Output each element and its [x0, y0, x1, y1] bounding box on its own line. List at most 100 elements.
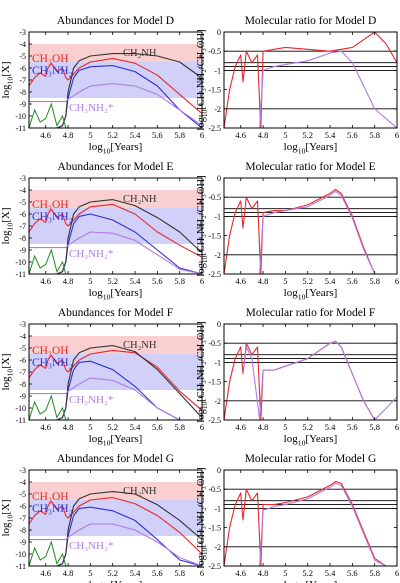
y-tick-label: -5	[19, 198, 26, 207]
species-label-ch3oh: CH₃OH	[32, 491, 69, 503]
plot-area	[224, 188, 397, 274]
y-axis-label: log10[CH₃NH₂/CH₃OH]	[196, 29, 209, 130]
chart-model-D-abundance: Abundances for Model D 4.6 4.8 5 5.2 5.4 5.6 5.…	[0, 15, 204, 155]
x-tick-label: 5	[283, 276, 287, 286]
y-tick-label: 0	[217, 174, 221, 183]
chart-title: Molecular ratio for Model E	[245, 161, 375, 173]
x-tick-label: 5.4	[130, 130, 141, 140]
species-label-ch2nh: CH₂NH	[123, 48, 157, 59]
series-line-ch2nh	[29, 53, 202, 128]
x-axis-label: log10[Years]	[89, 287, 143, 301]
x-tick-label: 5	[283, 130, 287, 140]
x-tick-label: 5.6	[347, 276, 358, 286]
x-tick-label: 4.8	[258, 568, 269, 578]
y-axis-label-sub: 10	[200, 401, 209, 409]
y-axis-label-sub: 10	[200, 547, 209, 555]
x-tick-label: 5.2	[302, 422, 313, 432]
y-tick-label: -8	[19, 380, 26, 389]
x-axis-label-part: [Years]	[305, 579, 337, 583]
y-tick-label: -2.5	[208, 124, 221, 133]
x-tick-label: 5.2	[107, 276, 118, 286]
series-line-ratio_red	[224, 188, 376, 274]
y-tick-label: -7	[19, 76, 26, 85]
chart-title: Molecular ratio for Model G	[245, 453, 377, 465]
species-label-ch3nh2_ice: CH₃NH₂*	[69, 248, 113, 260]
x-axis-label-part: [Years]	[305, 433, 337, 445]
y-tick-label: -8	[19, 88, 26, 97]
y-tick-label: -10	[15, 550, 26, 559]
x-tick-label: 5.8	[174, 276, 185, 286]
x-axis-label-part: [Years]	[110, 433, 142, 445]
y-tick-label: -1	[214, 212, 221, 221]
x-tick-label: 5.4	[325, 568, 336, 578]
chart-title: Abundances for Model G	[57, 453, 174, 465]
x-tick-label: 6	[200, 422, 204, 432]
y-axis-label-part: [CH₃NH₂/CH₃OH]	[196, 321, 207, 401]
observed-band-ch3oh	[29, 190, 202, 208]
y-axis-label: log10[CH₃NH₂/CH₃OH]	[196, 467, 209, 568]
y-axis-label: log10[CH₃NH₂/CH₃OH]	[196, 321, 209, 422]
y-tick-label: -8	[19, 234, 26, 243]
x-axis-label-part: [Years]	[305, 287, 337, 299]
y-tick-label: -9	[19, 246, 26, 255]
x-axis-label: log10[Years]	[89, 579, 143, 583]
y-tick-label: -11	[16, 124, 26, 133]
y-axis-label-part: [CH₃NH₂/CH₃OH]	[196, 175, 207, 255]
x-tick-label: 5.8	[369, 276, 380, 286]
y-tick-label: -2	[214, 543, 221, 552]
y-axis-label: log10[X]	[0, 353, 14, 390]
series-line-green	[29, 394, 67, 420]
x-tick-label: 4.6	[235, 276, 246, 286]
series-line-ch3nh2_ice	[29, 523, 202, 566]
plot-frame	[223, 323, 398, 421]
x-axis-label-sub: 10	[298, 146, 306, 155]
observed-band-ch3oh	[29, 482, 202, 500]
x-axis-label-part: [Years]	[110, 287, 142, 299]
y-axis-label-part: log	[0, 84, 12, 99]
chart-model-E-ratio: Molecular ratio for Model E 4.6 4.8 5 5.2 5.4…	[196, 161, 399, 301]
y-tick-label: -4	[19, 40, 26, 49]
x-tick-label: 4.6	[40, 276, 51, 286]
x-tick-label: 5.6	[152, 422, 163, 432]
x-tick-label: 4.6	[40, 130, 51, 140]
y-tick-label: -1.5	[208, 378, 221, 387]
x-tick-label: 5.2	[302, 276, 313, 286]
x-tick-label: 5.4	[130, 568, 141, 578]
x-tick-label: 5.4	[130, 422, 141, 432]
series-line-green	[29, 248, 67, 274]
y-tick-label: -7	[19, 368, 26, 377]
x-tick-label: 5.4	[325, 130, 336, 140]
y-tick-label: -7	[19, 514, 26, 523]
y-tick-label: -3	[19, 174, 26, 183]
y-tick-label: -9	[19, 538, 26, 547]
chart-model-E-abundance: Abundances for Model E 4.6 4.8 5 5.2 5.4 5.6 5.…	[0, 161, 204, 301]
species-label-ch2nh: CH₂NH	[123, 194, 157, 205]
x-axis-label-part: [Years]	[110, 579, 142, 583]
y-tick-label: -2	[214, 105, 221, 114]
y-tick-label: -6	[19, 64, 26, 73]
x-tick-label: 5.8	[174, 422, 185, 432]
y-tick-label: -3	[19, 28, 26, 37]
x-axis-label-part: [Years]	[305, 141, 337, 153]
y-tick-label: -1.5	[208, 86, 221, 95]
chart-model-G-abundance: Abundances for Model G 4.6 4.8 5 5.2 5.4 5.6 5.…	[0, 453, 204, 583]
y-axis-label-sub: 10	[5, 515, 14, 523]
x-axis-label: log10[Years]	[284, 579, 338, 583]
x-tick-label: 6	[395, 568, 399, 578]
y-axis-label-sub: 10	[5, 369, 14, 377]
x-tick-label: 6	[200, 568, 204, 578]
y-axis-label: log10[X]	[0, 499, 14, 536]
x-tick-label: 5	[88, 422, 92, 432]
series-line-ch3nh2_ice	[29, 231, 202, 274]
x-axis-label-part: log	[284, 287, 299, 299]
x-tick-label: 5.8	[369, 130, 380, 140]
y-axis-label-part: log	[196, 408, 207, 422]
chart-title: Abundances for Model E	[58, 161, 174, 173]
chart-model-F-ratio: Molecular ratio for Model F 4.6 4.8 5 5.2 5.4…	[196, 307, 399, 447]
y-tick-label: -1.5	[208, 232, 221, 241]
species-label-ch3oh: CH₃OH	[32, 53, 69, 65]
y-tick-label: -3	[19, 320, 26, 329]
x-tick-label: 4.8	[63, 130, 74, 140]
y-tick-label: -0.5	[208, 339, 221, 348]
y-tick-label: -3	[19, 466, 26, 475]
